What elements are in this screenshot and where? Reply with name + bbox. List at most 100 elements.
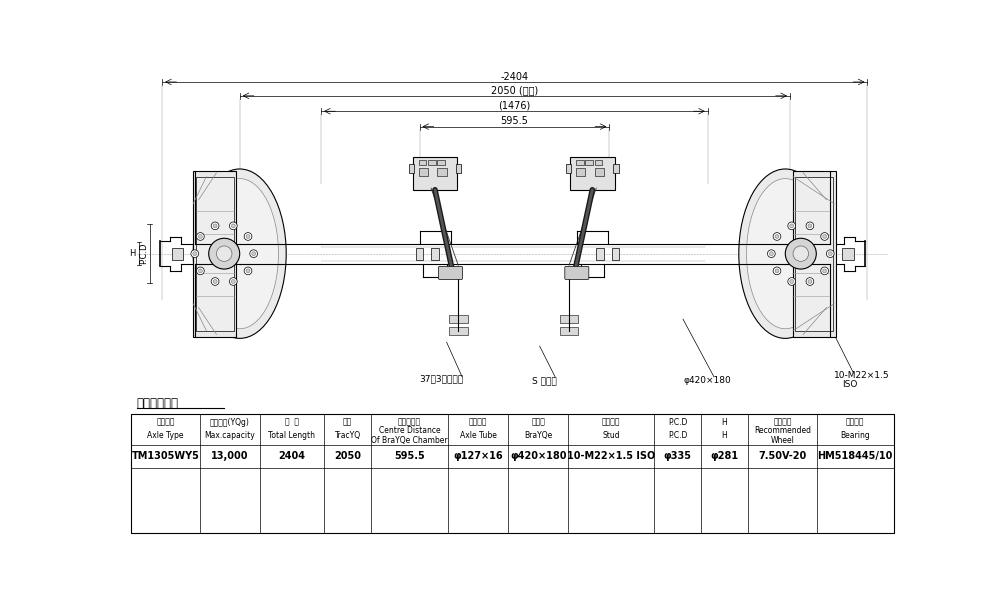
Circle shape: [229, 278, 237, 285]
Circle shape: [211, 222, 219, 230]
Circle shape: [808, 279, 812, 284]
Bar: [795, 177, 833, 331]
Text: P.C.D: P.C.D: [668, 418, 687, 427]
Circle shape: [246, 235, 250, 238]
Text: ISO: ISO: [842, 380, 857, 389]
Ellipse shape: [201, 179, 278, 328]
Bar: [585, 160, 593, 165]
Circle shape: [823, 235, 827, 238]
Circle shape: [826, 250, 834, 258]
Bar: [449, 315, 468, 323]
Text: H: H: [722, 418, 727, 427]
Text: TracYQ: TracYQ: [334, 431, 361, 440]
Text: Centre Distance
Of BraYQe Chamber: Centre Distance Of BraYQe Chamber: [371, 425, 448, 445]
Circle shape: [790, 279, 794, 284]
Circle shape: [193, 251, 197, 256]
Text: 基本技术参数: 基本技术参数: [137, 396, 179, 410]
Bar: [419, 160, 426, 165]
Circle shape: [790, 224, 794, 228]
Bar: [413, 158, 457, 190]
Text: 595.5: 595.5: [501, 116, 528, 126]
Circle shape: [191, 250, 199, 258]
Bar: [431, 247, 439, 260]
Text: 制动器: 制动器: [531, 418, 545, 427]
Text: (1476): (1476): [498, 101, 531, 111]
Text: 10-M22×1.5 ISO: 10-M22×1.5 ISO: [567, 451, 655, 461]
Text: Max.capacity: Max.capacity: [204, 431, 255, 440]
Text: S 凸轮轴: S 凸轮轴: [532, 376, 557, 385]
Bar: [419, 168, 428, 176]
Bar: [576, 160, 584, 165]
Bar: [560, 327, 578, 335]
Bar: [131, 414, 894, 533]
Circle shape: [775, 235, 779, 238]
Bar: [793, 170, 836, 337]
Circle shape: [788, 278, 796, 285]
Text: TM1305WY5: TM1305WY5: [132, 451, 199, 461]
Circle shape: [773, 233, 781, 241]
Bar: [570, 158, 615, 190]
Bar: [172, 247, 183, 260]
Text: 轴管质量: 轴管质量: [469, 418, 487, 427]
Text: 车轴型号: 车轴型号: [156, 418, 175, 427]
Text: Stud: Stud: [602, 431, 620, 440]
Circle shape: [244, 267, 252, 275]
Text: 2050 (轨距): 2050 (轨距): [491, 85, 538, 95]
Text: 2050: 2050: [334, 451, 361, 461]
Circle shape: [788, 222, 796, 230]
FancyBboxPatch shape: [565, 267, 589, 279]
Circle shape: [209, 238, 240, 269]
Circle shape: [216, 246, 232, 261]
Circle shape: [821, 233, 829, 241]
Bar: [595, 160, 602, 165]
Text: 7.50V-20: 7.50V-20: [758, 451, 807, 461]
Bar: [437, 160, 445, 165]
Circle shape: [198, 235, 202, 238]
Text: 轨距: 轨距: [343, 418, 352, 427]
Circle shape: [767, 250, 775, 258]
Text: 气室中心距: 气室中心距: [398, 418, 421, 427]
Text: 连接螺柱: 连接螺柱: [602, 418, 620, 427]
Circle shape: [231, 279, 235, 284]
Circle shape: [252, 251, 256, 256]
Text: φ420×180: φ420×180: [510, 451, 566, 461]
Text: HM518445/10: HM518445/10: [818, 451, 893, 461]
Text: 595.5: 595.5: [394, 451, 425, 461]
Circle shape: [244, 233, 252, 241]
Bar: [193, 170, 236, 337]
Circle shape: [196, 267, 204, 275]
Bar: [428, 160, 436, 165]
Circle shape: [229, 222, 237, 230]
Text: 37齿3孔调整臂: 37齿3孔调整臂: [420, 375, 464, 384]
Circle shape: [823, 269, 827, 273]
Text: Bearing: Bearing: [840, 431, 870, 440]
Bar: [613, 164, 619, 173]
Bar: [416, 247, 423, 260]
Text: 常用轮胎: 常用轮胎: [773, 418, 792, 427]
Circle shape: [213, 224, 217, 228]
Bar: [196, 177, 234, 331]
Text: φ335: φ335: [663, 451, 691, 461]
Circle shape: [828, 251, 832, 256]
Ellipse shape: [193, 169, 286, 338]
Text: 13,000: 13,000: [211, 451, 248, 461]
Circle shape: [775, 269, 779, 273]
Text: -2404: -2404: [501, 72, 529, 82]
Text: 10-M22×1.5: 10-M22×1.5: [834, 371, 890, 380]
Circle shape: [806, 222, 814, 230]
Text: 总  长: 总 长: [285, 418, 299, 427]
Circle shape: [793, 246, 809, 261]
Circle shape: [198, 269, 202, 273]
Text: Total Length: Total Length: [268, 431, 315, 440]
Circle shape: [231, 224, 235, 228]
Bar: [576, 168, 585, 176]
Bar: [842, 247, 854, 260]
Text: P.C.D: P.C.D: [139, 243, 148, 264]
Bar: [449, 327, 468, 335]
Circle shape: [769, 251, 773, 256]
Circle shape: [196, 233, 204, 241]
Text: Axle Type: Axle Type: [147, 431, 184, 440]
Text: 使用轴承: 使用轴承: [846, 418, 864, 427]
Circle shape: [250, 250, 258, 258]
Bar: [560, 315, 578, 323]
